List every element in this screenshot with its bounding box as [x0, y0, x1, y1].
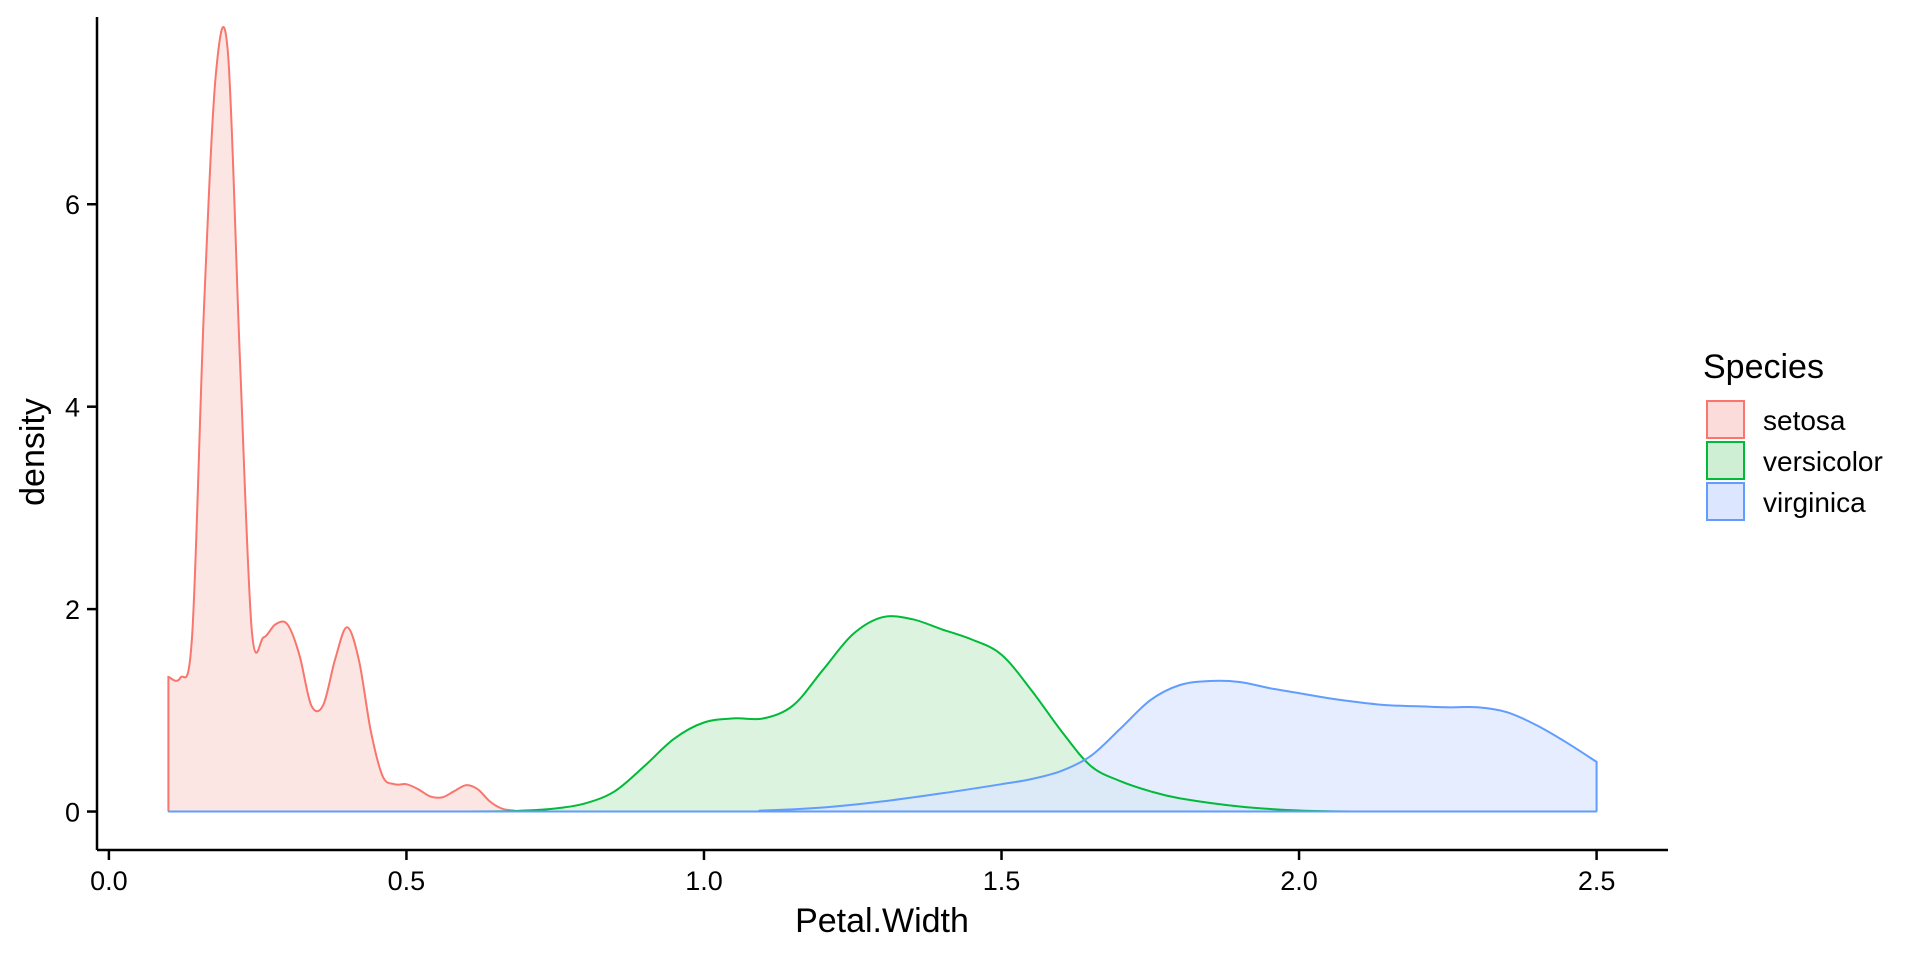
legend-swatch-setosa [1706, 400, 1745, 439]
x-axis-title: Petal.Width [795, 902, 969, 940]
series-layer [167, 25, 1598, 813]
legend-label-setosa: setosa [1763, 405, 1846, 436]
density-area-versicolor [168, 616, 1597, 812]
x-tick-label: 2.0 [1280, 866, 1318, 896]
legend-item-versicolor: versicolor [1706, 441, 1883, 480]
legend-label-virginica: virginica [1763, 487, 1866, 518]
y-tick-label: 4 [65, 393, 80, 423]
y-ticks: 0 2 4 6 [65, 190, 97, 828]
legend-swatch-versicolor [1706, 441, 1745, 480]
x-tick-label: 2.5 [1578, 866, 1616, 896]
legend-item-virginica: virginica [1706, 482, 1866, 521]
y-tick-label: 6 [65, 190, 80, 220]
y-tick-label: 2 [65, 595, 80, 625]
density-area-virginica [168, 680, 1597, 812]
legend-item-setosa: setosa [1706, 400, 1846, 439]
density-line-versicolor [168, 615, 1597, 813]
y-axis-title: density [14, 398, 52, 506]
x-tick-label: 0.5 [388, 866, 426, 896]
density-lines [167, 25, 1598, 813]
legend-swatch-virginica [1706, 482, 1745, 521]
density-fills [168, 26, 1597, 812]
density-line-virginica [168, 679, 1598, 813]
x-ticks: 0.0 0.5 1.0 1.5 2.0 2.5 [90, 850, 1615, 896]
x-tick-label: 1.0 [685, 866, 723, 896]
x-tick-label: 1.5 [983, 866, 1021, 896]
legend-label-versicolor: versicolor [1763, 446, 1883, 477]
legend-title: Species [1703, 348, 1824, 386]
y-tick-label: 0 [65, 798, 80, 828]
legend: Species setosa versicolor virginica [1703, 348, 1883, 521]
density-area-setosa [168, 26, 1597, 812]
x-tick-label: 0.0 [90, 866, 128, 896]
